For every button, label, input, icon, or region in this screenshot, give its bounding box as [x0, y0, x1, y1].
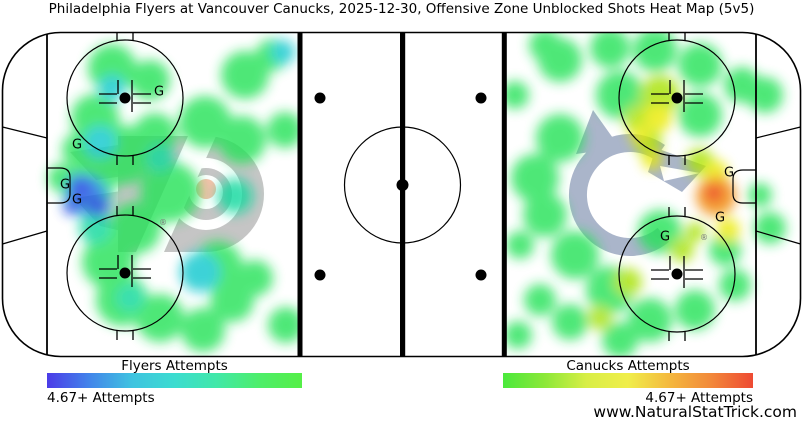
- flyers-scale-max-label: 4.67+ Attempts: [47, 390, 155, 406]
- faceoff-dot: [119, 92, 131, 104]
- center-circle: [343, 126, 462, 244]
- heat-blob: [511, 154, 559, 202]
- boards-outline: [1, 31, 802, 358]
- goal-marker: G: [715, 211, 725, 226]
- heat-blob: [523, 193, 567, 237]
- heat-blob: [747, 77, 783, 113]
- faceoff-dot: [119, 267, 131, 279]
- heat-blob: [217, 178, 253, 214]
- heat-blob: [218, 116, 266, 164]
- heat-blob: [116, 284, 144, 312]
- goal-marker: G: [72, 138, 82, 153]
- rink-lines: [1, 31, 802, 358]
- faceoff-circle: [618, 215, 736, 333]
- flyers-heat-layer: [48, 39, 298, 352]
- center-faceoff-dot: [396, 179, 409, 191]
- heat-blob: [84, 126, 116, 158]
- goal-marker: G: [724, 166, 734, 181]
- heat-blob: [614, 268, 642, 296]
- heat-blob: [181, 308, 225, 352]
- heat-blob: [529, 32, 561, 61]
- center-line: [400, 32, 406, 357]
- goal-marker: G: [60, 178, 70, 193]
- faceoff-dot: [671, 268, 683, 280]
- heat-blob: [180, 252, 220, 292]
- heat-blob: [675, 290, 715, 330]
- heat-blob: [140, 162, 200, 222]
- heat-blob: [536, 114, 584, 162]
- heat-blob: [79, 212, 111, 244]
- page-title: Philadelphia Flyers at Vancouver Canucks…: [48, 1, 755, 17]
- heat-blob: [524, 284, 556, 316]
- blue-line-right: [501, 32, 507, 357]
- vancouver-canucks-logo: [568, 110, 706, 256]
- goal-marker: G: [72, 193, 82, 208]
- heat-blob: [146, 144, 174, 172]
- registered-mark: ®: [159, 218, 167, 227]
- heat-blob: [268, 307, 298, 343]
- heat-blob: [678, 93, 722, 137]
- canucks-heat-layer: [504, 32, 786, 357]
- heat-blob: [504, 81, 529, 109]
- heat-blob: [588, 306, 612, 330]
- heat-blob: [754, 212, 786, 244]
- heat-blob: [271, 40, 295, 64]
- heat-blob: [644, 104, 672, 132]
- heat-blob: [716, 218, 740, 242]
- heat-blob: [506, 231, 534, 259]
- trapezoid-right: [755, 126, 801, 245]
- heat-blob: [237, 260, 273, 296]
- blue-line-left: [297, 32, 303, 357]
- flyers-legend-title: Flyers Attempts: [121, 358, 228, 374]
- heat-blob: [630, 125, 650, 145]
- heat-blob: [179, 96, 231, 148]
- faceoff-circle: [66, 39, 184, 157]
- faceoff-circle: [618, 39, 736, 157]
- heat-blob: [267, 112, 298, 148]
- heat-blob: [633, 32, 677, 72]
- heat-blob: [678, 43, 722, 87]
- heat-blob: [66, 174, 94, 202]
- heat-blob: [221, 51, 269, 99]
- trapezoid-left: [2, 126, 48, 245]
- faceoff-markings: [99, 32, 703, 341]
- goal-marker: G: [660, 230, 670, 245]
- naturalstattrick-watermark: www.NaturalStatTrick.com: [593, 403, 797, 421]
- canucks-gradient-bar: [503, 373, 753, 388]
- registered-mark: ®: [700, 233, 708, 242]
- heat-blob: [88, 44, 136, 92]
- heat-blob: [602, 322, 638, 357]
- heat-blob: [685, 222, 705, 242]
- heat-blob: [504, 321, 532, 349]
- canucks-scale-max-label: 4.67+ Attempts: [645, 390, 753, 406]
- heat-blob: [748, 183, 772, 207]
- heat-blob: [130, 60, 170, 100]
- canucks-legend-title: Canucks Attempts: [566, 358, 690, 374]
- faceoff-dot: [671, 92, 683, 104]
- heat-blob: [719, 269, 751, 301]
- heat-blob: [136, 294, 184, 342]
- heat-blob: [552, 304, 588, 340]
- heat-blob: [705, 184, 723, 202]
- neutral-zone-dots: [314, 92, 487, 281]
- heat-blob: [670, 238, 694, 262]
- faceoff-circle: [66, 214, 184, 332]
- heat-blob: [642, 150, 662, 170]
- heat-blob: [551, 231, 599, 279]
- goal-crease-right: [732, 169, 756, 204]
- flyers-gradient-bar: [47, 373, 302, 388]
- heat-blob: [638, 210, 682, 254]
- heat-blob: [628, 298, 672, 342]
- goal-marker: G: [154, 85, 164, 100]
- heat-blob: [594, 32, 622, 56]
- heat-blob: [87, 195, 109, 217]
- goal-crease-left: [47, 167, 71, 204]
- shot-heatmap: [48, 32, 786, 357]
